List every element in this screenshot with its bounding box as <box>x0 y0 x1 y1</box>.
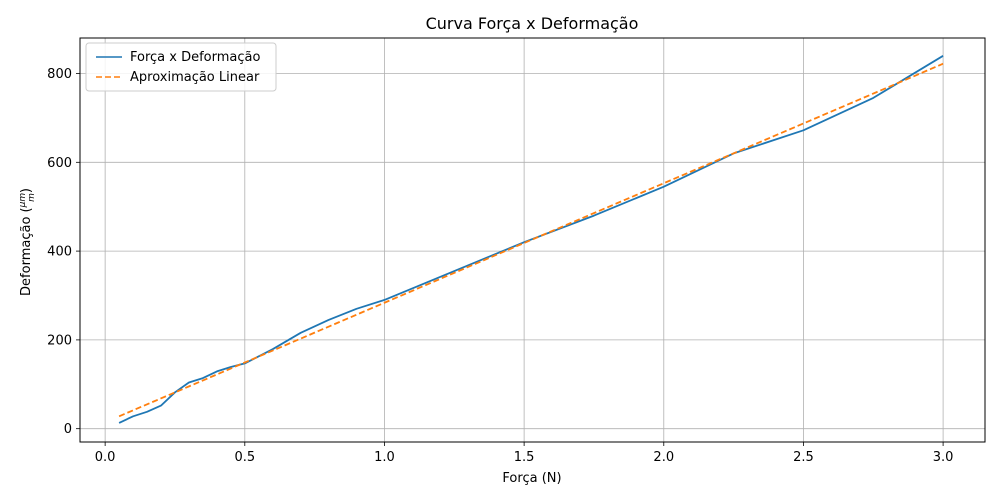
y-tick-label: 200 <box>47 333 72 348</box>
x-tick-label: 3.0 <box>933 450 954 465</box>
plot-lines <box>118 55 944 424</box>
series-line-1 <box>118 55 944 424</box>
y-tick-label: 800 <box>47 67 72 82</box>
x-tick-label: 2.5 <box>793 450 814 465</box>
chart-title: Curva Força x Deformação <box>426 14 639 33</box>
x-tick-label: 2.0 <box>653 450 674 465</box>
y-axis-label: Deformação (μmm) <box>18 188 37 296</box>
y-tick-label: 400 <box>47 245 72 260</box>
legend-label-series-1: Força x Deformação <box>130 50 260 65</box>
legend: Força x Deformação Aproximação Linear <box>85 42 277 92</box>
series-line-2 <box>118 62 944 418</box>
x-axis-label: Força (N) <box>502 471 561 486</box>
plot-frame <box>79 37 986 443</box>
x-tick-label: 0.5 <box>234 450 255 465</box>
y-tick-label: 0 <box>64 422 72 437</box>
grid <box>80 38 985 442</box>
y-axis-ticks: 0 200 400 600 800 <box>47 67 80 437</box>
x-tick-label: 0.0 <box>95 450 116 465</box>
x-axis-ticks: 0.0 0.5 1.0 1.5 2.0 2.5 3.0 <box>95 442 954 465</box>
legend-label-series-2: Aproximação Linear <box>130 70 260 85</box>
y-tick-label: 600 <box>47 156 72 171</box>
x-tick-label: 1.5 <box>514 450 535 465</box>
x-tick-label: 1.0 <box>374 450 395 465</box>
legend-box <box>85 42 277 92</box>
